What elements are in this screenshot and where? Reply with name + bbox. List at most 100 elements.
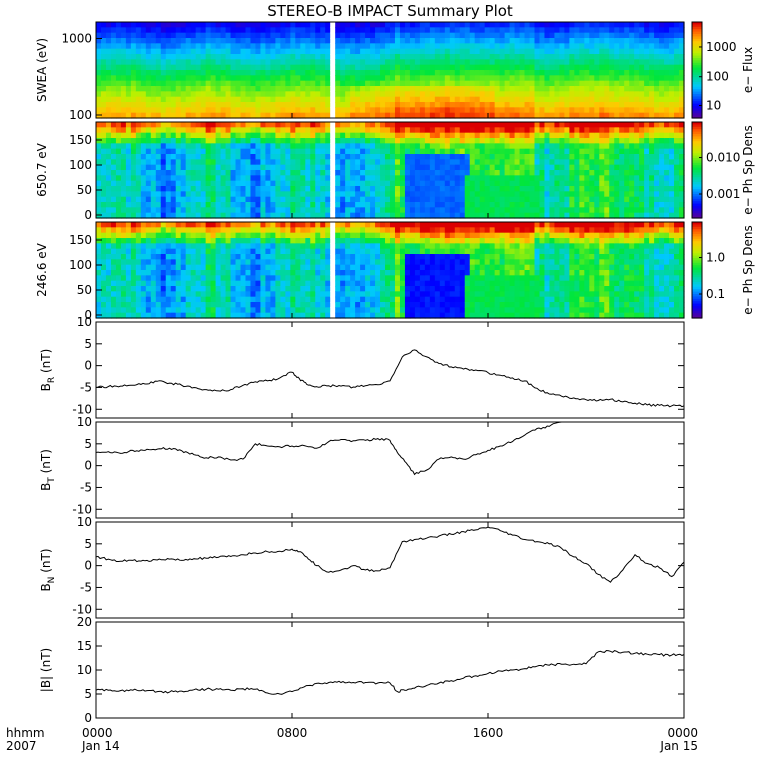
spectrogram-cell [444, 38, 451, 44]
spectrogram-cell [315, 175, 321, 182]
spectrogram-cell [654, 107, 660, 114]
spectrogram-cell [639, 59, 645, 66]
spectrogram-cell [469, 196, 476, 203]
spectrogram-cell [105, 107, 112, 114]
spectrogram-cell [170, 48, 177, 55]
spectrogram-cell [255, 186, 262, 192]
spectrogram-cell [275, 122, 281, 128]
spectrogram-cell [514, 143, 521, 150]
spectrogram-cell [205, 307, 212, 314]
spectrogram-cell [230, 291, 237, 298]
spectrogram-cell [160, 59, 167, 66]
spectrogram-cell [335, 54, 341, 60]
spectrogram-cell [499, 70, 506, 76]
spectrogram-cell [345, 32, 351, 39]
spectrogram-cell [664, 75, 670, 82]
spectrogram-cell [175, 164, 182, 171]
spectrogram-cell [474, 212, 481, 219]
spectrogram-cell [664, 59, 670, 66]
spectrogram-cell [310, 202, 316, 208]
spectrogram-cell [225, 280, 232, 287]
spectrogram-cell [594, 107, 600, 114]
spectrogram-cell [245, 280, 252, 287]
spectrogram-cell [360, 54, 366, 60]
spectrogram-cell [619, 127, 625, 134]
spectrogram-cell [509, 164, 516, 171]
spectrogram-cell [439, 154, 446, 160]
spectrogram-cell [205, 302, 212, 308]
spectrogram-cell [679, 138, 685, 144]
spectrogram-cell [335, 127, 341, 134]
spectrogram-cell [135, 86, 142, 92]
spectrogram-cell [644, 107, 650, 114]
spectrogram-cell [130, 64, 137, 71]
spectrogram-cell [385, 159, 391, 166]
spectrogram-cell [215, 175, 222, 182]
spectrogram-cell [414, 170, 421, 176]
spectrogram-cell [504, 180, 511, 187]
spectrogram-cell [519, 196, 526, 203]
spectrogram-cell [110, 175, 117, 182]
spectrogram-cell [135, 154, 142, 160]
spectrogram-cell [125, 248, 132, 255]
spectrogram-cell [105, 75, 112, 82]
spectrogram-cell [385, 143, 391, 150]
colorbar-cell [692, 138, 702, 142]
spectrogram-cell [574, 22, 580, 28]
spectrogram-cell [629, 127, 635, 134]
spectrogram-cell [394, 107, 401, 114]
spectrogram-cell [96, 70, 102, 76]
spectrogram-cell [150, 27, 157, 34]
spectrogram-cell [145, 243, 152, 250]
spectrogram-cell [195, 312, 202, 319]
spectrogram-cell [529, 191, 536, 198]
spectrogram-cell [260, 191, 267, 198]
spectrogram-cell [669, 32, 675, 39]
spectrogram-cell [599, 148, 605, 155]
spectrogram-cell [499, 27, 506, 34]
spectrogram-cell [230, 148, 237, 155]
spectrogram-cell [385, 43, 391, 50]
spectrogram-cell [569, 175, 575, 182]
spectrogram-cell [105, 202, 112, 208]
spectrogram-cell [524, 54, 531, 60]
spectrogram-cell [614, 154, 620, 160]
y-tick-label: 100 [69, 108, 92, 122]
spectrogram-cell [250, 164, 257, 171]
spectrogram-cell [664, 22, 670, 28]
spectrogram-cell [409, 159, 416, 166]
spectrogram-cell [170, 248, 177, 255]
spectrogram-cell [110, 22, 117, 28]
spectrogram-cell [225, 43, 232, 50]
spectrogram-cell [260, 186, 267, 192]
spectrogram-cell [579, 164, 585, 171]
spectrogram-cell [255, 27, 262, 34]
spectrogram-cell [125, 175, 132, 182]
spectrogram-cell [160, 264, 167, 271]
spectrogram-cell [235, 143, 242, 150]
spectrogram-cell [659, 154, 665, 160]
spectrogram-cell [190, 64, 197, 71]
spectrogram-cell [494, 175, 501, 182]
spectrogram-cell [285, 127, 291, 134]
spectrogram-cell [659, 32, 665, 39]
spectrogram-cell [624, 27, 630, 34]
spectrogram-cell [285, 180, 291, 187]
spectrogram-cell [509, 212, 516, 219]
spectrogram-cell [165, 275, 172, 282]
spectrogram-cell [534, 132, 541, 139]
spectrogram-cell [599, 96, 605, 103]
spectrogram-cell [604, 80, 610, 87]
spectrogram-cell [220, 43, 227, 50]
spectrogram-cell [245, 32, 252, 39]
spectrogram-cell [210, 132, 217, 139]
spectrogram-cell [484, 91, 491, 98]
spectrogram-cell [255, 312, 262, 319]
spectrogram-cell [240, 148, 247, 155]
spectrogram-cell [489, 148, 496, 155]
spectrogram-cell [205, 22, 212, 28]
spectrogram-cell [170, 148, 177, 155]
spectrogram-cell [220, 154, 227, 160]
spectrogram-cell [439, 202, 446, 208]
colorbar-cell [692, 41, 702, 45]
